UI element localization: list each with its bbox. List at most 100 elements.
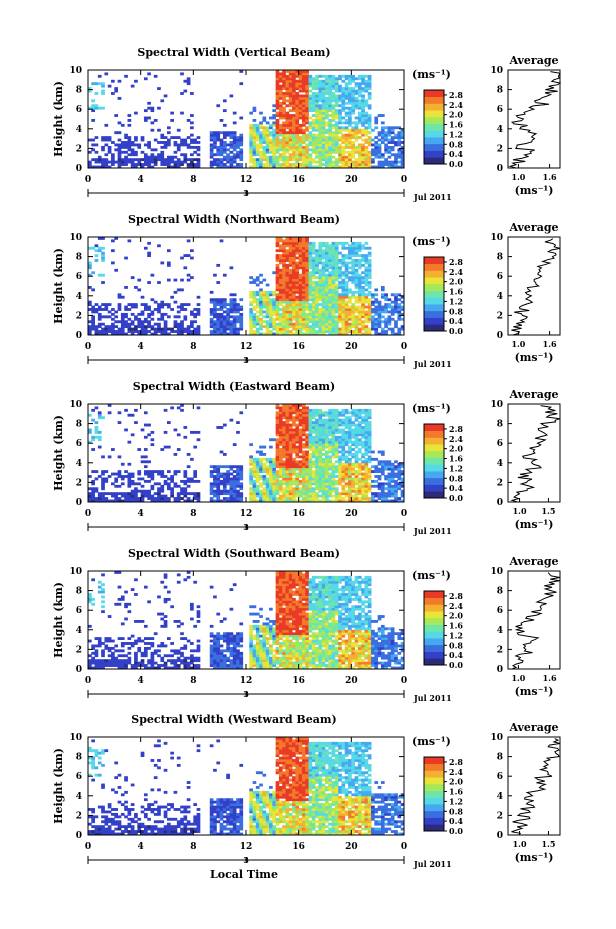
heatmap-cell	[269, 470, 273, 473]
heatmap-cell	[295, 163, 300, 166]
heatmap-cell	[348, 251, 352, 255]
heatmap-cell	[94, 160, 99, 164]
heatmap-cell	[222, 158, 227, 162]
heatmap-cell	[140, 332, 145, 336]
heatmap-cell	[127, 413, 132, 417]
heatmap-cell	[183, 494, 188, 498]
heatmap-cell	[295, 278, 300, 282]
heatmap-cell	[120, 160, 125, 164]
heatmap-cell	[143, 119, 148, 122]
heatmap-cell	[357, 92, 362, 95]
heatmap-cell	[298, 421, 303, 424]
heatmap-cell	[117, 155, 122, 159]
heatmap-cell	[341, 443, 346, 447]
heatmap-cell	[301, 128, 306, 132]
heatmap-cell	[278, 293, 283, 297]
heatmap-cell	[239, 497, 244, 500]
heatmap-cell	[334, 268, 339, 272]
heatmap-cell	[124, 133, 128, 137]
heatmap-cell	[94, 499, 99, 503]
heatmap-cell	[134, 330, 138, 333]
heatmap-cell	[232, 121, 237, 125]
heatmap-cell	[265, 283, 270, 287]
heatmap-cell	[282, 411, 286, 415]
heatmap-cell	[301, 153, 306, 157]
heatmap-cell	[348, 315, 352, 319]
heatmap-cell	[107, 136, 112, 139]
heatmap-cell	[94, 489, 99, 493]
heatmap-cell	[275, 79, 280, 83]
heatmap-cell	[176, 499, 181, 503]
heatmap-cell	[216, 484, 221, 488]
heatmap-cell	[272, 475, 277, 478]
heatmap-cell	[328, 428, 332, 432]
heatmap-cell	[315, 150, 319, 154]
heatmap-cell	[311, 300, 316, 304]
heatmap-cell	[334, 116, 339, 120]
heatmap-cell	[285, 443, 290, 447]
heatmap-cell	[88, 163, 92, 166]
heatmap-cell	[321, 109, 326, 113]
heatmap-cell	[367, 116, 372, 120]
heatmap-cell	[285, 489, 290, 493]
heatmap-cell	[384, 322, 388, 326]
heatmap-cell	[318, 244, 323, 248]
heatmap-cell	[222, 472, 227, 476]
heatmap-cell	[308, 89, 313, 93]
heatmap-cell	[127, 303, 132, 306]
y-tick-label: 10	[69, 233, 82, 243]
heatmap-cell	[229, 136, 234, 139]
heatmap-cell	[315, 413, 319, 417]
heatmap-cell	[328, 74, 332, 78]
heatmap-cell	[232, 479, 237, 483]
heatmap-cell	[134, 150, 138, 154]
heatmap-cell	[259, 327, 263, 331]
heatmap-cell	[315, 84, 319, 88]
heatmap-cell	[143, 465, 148, 469]
heatmap-cell	[298, 239, 303, 243]
heatmap-cell	[380, 332, 385, 336]
heatmap-cell	[117, 143, 122, 147]
heatmap-cell	[315, 128, 319, 132]
heatmap-cell	[124, 499, 128, 503]
heatmap-cell	[239, 327, 244, 331]
heatmap-cell	[325, 487, 329, 491]
heatmap-cell	[308, 276, 313, 280]
heatmap-cell	[209, 160, 214, 164]
heatmap-cell	[325, 246, 329, 250]
heatmap-cell	[117, 165, 122, 169]
heatmap-cell	[308, 298, 313, 302]
heatmap-cell	[311, 104, 316, 108]
heatmap-cell	[308, 499, 313, 503]
heatmap-cell	[157, 310, 161, 314]
heatmap-cell	[305, 330, 309, 333]
heatmap-cell	[120, 143, 125, 147]
heatmap-cell	[338, 119, 342, 122]
heatmap-cell	[301, 111, 306, 115]
colorbar-segment	[424, 123, 444, 131]
heatmap-cell	[134, 158, 138, 162]
heatmap-cell	[318, 332, 323, 336]
heatmap-cell	[298, 281, 303, 284]
heatmap-cell	[222, 423, 227, 427]
heatmap-cell	[259, 475, 263, 478]
heatmap-cell	[222, 305, 227, 309]
heatmap-cell	[357, 290, 362, 294]
heatmap-cell	[236, 482, 240, 486]
heatmap-cell	[301, 261, 306, 265]
heatmap-cell	[104, 163, 109, 166]
heatmap-cell	[226, 465, 230, 469]
heatmap-cell	[298, 418, 303, 422]
heatmap-cell	[94, 143, 99, 147]
heatmap-cell	[272, 293, 277, 297]
heatmap-cell	[249, 467, 253, 471]
heatmap-cell	[328, 121, 332, 125]
heatmap-cell	[308, 475, 313, 478]
heatmap-cell	[101, 158, 105, 162]
colorbar-tick-label: 2.8	[449, 257, 463, 267]
heatmap-cell	[295, 104, 300, 108]
heatmap-cell	[315, 109, 319, 113]
heatmap-cell	[318, 84, 323, 88]
heatmap-cell	[143, 494, 148, 498]
heatmap-cell	[325, 278, 329, 282]
